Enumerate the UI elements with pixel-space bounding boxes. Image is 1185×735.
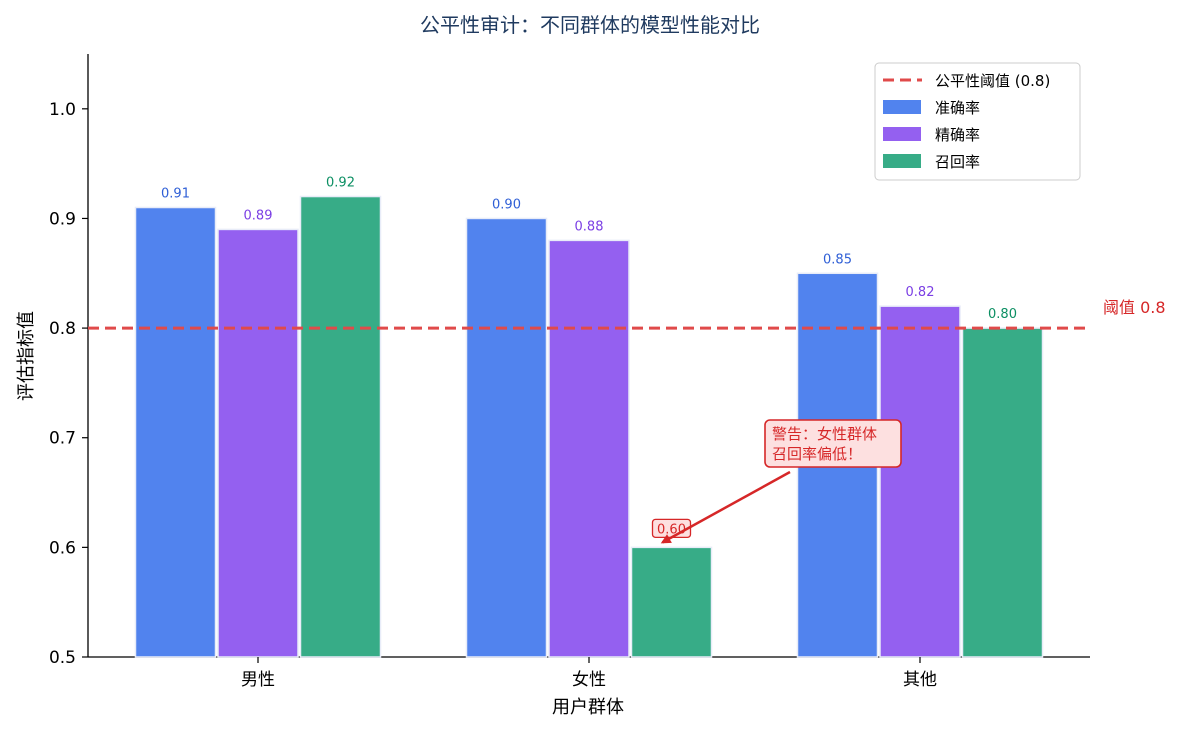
legend-frame xyxy=(874,62,1081,181)
bar-value-label: 0.90 xyxy=(492,197,521,212)
x-tick-label: 其他 xyxy=(903,670,937,690)
bar-value-label: 0.60 xyxy=(657,522,686,537)
bar xyxy=(879,305,961,658)
annotation-text: 警告：女性群体 xyxy=(772,425,877,443)
bar-value-label: 0.92 xyxy=(326,176,355,191)
bar-value-label: 0.85 xyxy=(823,252,852,267)
bar xyxy=(961,327,1044,658)
legend-label: 准确率 xyxy=(935,99,980,117)
y-tick-label: 0.8 xyxy=(49,319,76,339)
bar-value-label: 0.88 xyxy=(575,219,604,234)
annotation-text: 召回率偏低！ xyxy=(772,445,862,463)
x-axis-label: 用户群体 xyxy=(552,697,624,718)
x-tick-label: 男性 xyxy=(241,670,275,690)
legend-swatch xyxy=(883,154,921,168)
annotation-arrow xyxy=(660,470,791,544)
y-tick-label: 0.6 xyxy=(49,538,76,558)
bar-value-label: 0.91 xyxy=(161,186,190,201)
legend-label: 精确率 xyxy=(935,126,980,144)
legend-threshold-label: 公平性阈值 (0.8) xyxy=(935,72,1050,90)
bar xyxy=(548,239,630,658)
bar xyxy=(299,195,382,658)
annotation-box xyxy=(764,419,902,468)
bar xyxy=(465,217,548,658)
threshold-side-label: 阈值 0.8 xyxy=(1103,298,1166,317)
legend-swatch xyxy=(883,127,921,141)
y-axis-label: 评估指标值 xyxy=(16,311,37,401)
y-tick-label: 0.5 xyxy=(49,648,76,668)
bar-value-label: 0.80 xyxy=(988,307,1017,322)
plot-area: 0.5 0.6 0.7 0.8 0.9 1.0 0.91 0.90 0.85 0.89 0.88 0.… xyxy=(49,54,1166,690)
bar xyxy=(217,228,299,658)
bar-value-label: 0.89 xyxy=(244,208,273,223)
x-tick-label: 女性 xyxy=(572,670,606,690)
y-tick-label: 0.9 xyxy=(49,209,76,229)
bar-value-label: 0.82 xyxy=(906,285,935,300)
legend-swatch xyxy=(883,100,921,114)
bar xyxy=(630,546,713,658)
chart-title: 公平性审计：不同群体的模型性能对比 xyxy=(420,13,760,37)
y-tick-label: 0.7 xyxy=(49,429,76,449)
y-tick-label: 1.0 xyxy=(49,100,76,120)
legend-label: 召回率 xyxy=(935,153,980,171)
bar xyxy=(134,206,217,658)
